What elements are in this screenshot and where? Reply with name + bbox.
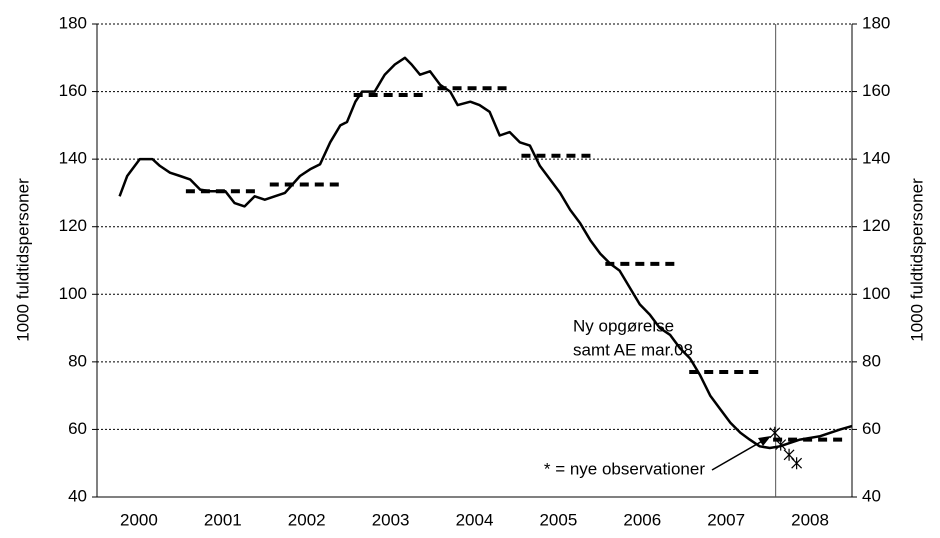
y-tick-label: 160 [59,81,87,100]
y-tick-label: 100 [59,284,87,303]
annotation: Ny opgørelse [573,316,674,335]
y2-tick-label: 140 [862,149,890,168]
y2-tick-label: 160 [862,81,890,100]
y-tick-label: 180 [59,13,87,32]
x-tick-label: 2007 [707,510,745,529]
annotation: samt AE mar.08 [573,340,693,359]
y2-tick-label: 180 [862,13,890,32]
y2-tick-label: 120 [862,216,890,235]
arrow-head [758,436,771,446]
x-tick-label: 2003 [372,510,410,529]
y2-tick-label: 80 [862,351,881,370]
annotation: * = nye observationer [544,459,705,478]
new-observation [783,448,795,461]
x-tick-label: 2006 [623,510,661,529]
x-tick-label: 2000 [120,510,158,529]
y-tick-label: 80 [68,351,87,370]
new-observation [769,426,781,439]
y2-tick-label: 60 [862,419,881,438]
x-tick-label: 2005 [539,510,577,529]
y2-tick-label: 100 [862,284,890,303]
annotation-arrow [711,439,765,471]
line-series [118,56,853,450]
y-tick-label: 140 [59,149,87,168]
new-observation [791,457,803,470]
y2-tick-label: 40 [862,486,881,505]
y-tick-label: 120 [59,216,87,235]
y-tick-label: 60 [68,419,87,438]
new-observation [775,438,787,451]
y-tick-label: 40 [68,486,87,505]
x-tick-label: 2001 [204,510,242,529]
x-tick-label: 2002 [288,510,326,529]
y-axis-label: 1000 fuldtidspersoner [13,178,32,342]
x-tick-label: 2008 [791,510,829,529]
x-tick-label: 2004 [456,510,494,529]
y2-axis-label: 1000 fuldtidspersoner [907,178,926,342]
